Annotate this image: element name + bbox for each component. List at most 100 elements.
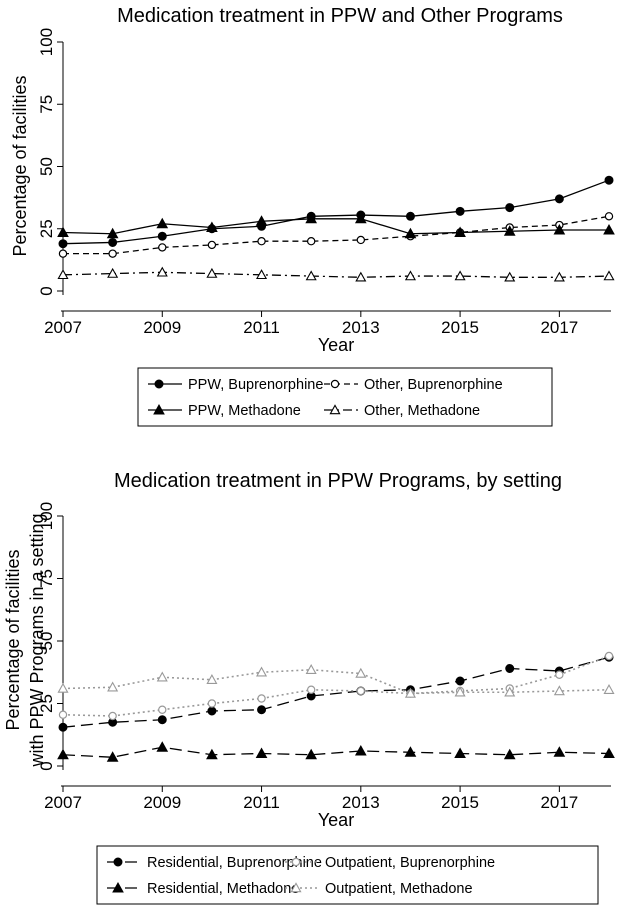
x-tick-label: 2011 xyxy=(243,318,280,337)
data-point xyxy=(206,221,218,233)
legend-box xyxy=(137,367,553,427)
data-point xyxy=(157,231,167,241)
y-axis-label: Percentage of facilities xyxy=(10,75,30,256)
data-point xyxy=(256,269,268,280)
data-point xyxy=(58,239,68,249)
y-tick-label: 75 xyxy=(37,569,56,588)
data-point xyxy=(454,747,466,758)
data-point xyxy=(603,223,615,235)
data-point xyxy=(58,722,68,732)
series-line xyxy=(63,215,610,255)
data-point xyxy=(356,686,366,696)
x-tick-label: 2013 xyxy=(342,318,380,337)
data-point xyxy=(603,684,615,694)
data-point xyxy=(106,227,119,239)
data-point xyxy=(404,687,416,698)
series-4 xyxy=(57,664,615,698)
legend-marker xyxy=(153,403,165,415)
y-axis-label: with PPW Programs in a setting xyxy=(27,513,47,767)
data-point xyxy=(604,175,614,185)
data-point xyxy=(504,271,516,282)
legend-marker xyxy=(291,857,301,867)
x-tick-label: 2017 xyxy=(540,793,578,812)
data-point xyxy=(405,211,415,221)
data-point xyxy=(454,270,466,281)
data-point xyxy=(454,686,466,697)
legend-label: Outpatient, Buprenorphine xyxy=(325,855,495,871)
y-tick-label: 25 xyxy=(37,219,56,238)
data-point xyxy=(207,706,217,716)
y-tick-label: 100 xyxy=(37,28,56,56)
legend-entry: Other, Buprenorphine xyxy=(324,377,503,393)
series-2 xyxy=(58,651,614,721)
x-tick-label: 2009 xyxy=(143,793,181,812)
data-point xyxy=(207,699,217,708)
y-tick-label: 25 xyxy=(37,694,56,713)
x-tick-label: 2011 xyxy=(243,793,280,812)
data-point xyxy=(305,748,318,760)
data-point xyxy=(355,667,367,678)
series-line xyxy=(62,271,610,278)
data-point xyxy=(107,681,119,692)
y-tick-label: 0 xyxy=(37,761,56,770)
x-tick-label: 2009 xyxy=(143,318,181,337)
data-point xyxy=(604,651,614,661)
x-tick-label: 2017 xyxy=(540,318,578,337)
data-point xyxy=(107,267,119,278)
legend-label: Other, Buprenorphine xyxy=(364,377,503,393)
data-point xyxy=(553,271,565,282)
legend-box xyxy=(96,845,599,905)
chart-title: Medication treatment in PPW Programs, by… xyxy=(114,470,562,492)
data-point xyxy=(108,711,117,721)
series-line xyxy=(62,656,610,728)
series-3 xyxy=(57,741,615,762)
data-point xyxy=(604,212,614,221)
data-point xyxy=(158,705,167,714)
series-line xyxy=(62,179,610,245)
data-point xyxy=(355,271,367,282)
chart-2: Medication treatment in PPW Programs, by… xyxy=(3,470,615,905)
data-point xyxy=(108,237,118,247)
data-point xyxy=(553,685,565,696)
legend-entry: Residential, Methadone xyxy=(107,881,299,897)
series-4 xyxy=(57,266,615,282)
legend-entry: PPW, Methadone xyxy=(148,403,301,419)
data-point xyxy=(354,212,367,224)
data-point xyxy=(257,705,267,715)
series-line xyxy=(62,668,610,695)
legend-label: Outpatient, Methadone xyxy=(325,881,473,897)
x-axis-label: Year xyxy=(318,335,354,355)
chart-title: Medication treatment in PPW and Other Pr… xyxy=(117,5,563,27)
legend-entry: Outpatient, Buprenorphine xyxy=(285,855,495,871)
data-point xyxy=(58,249,68,258)
data-point xyxy=(206,267,218,278)
legend-marker xyxy=(113,857,123,867)
y-tick-label: 100 xyxy=(37,502,56,530)
data-point xyxy=(554,194,564,204)
data-point xyxy=(503,748,516,760)
data-point xyxy=(454,226,466,237)
data-point xyxy=(108,249,117,258)
legend-entry: PPW, Buprenorphine xyxy=(148,377,323,393)
legend-marker xyxy=(112,881,124,893)
series-3 xyxy=(57,212,615,239)
data-point xyxy=(206,674,218,684)
data-point xyxy=(555,670,564,679)
data-point xyxy=(257,694,266,703)
legend-entry: Other, Methadone xyxy=(324,403,480,419)
legend: Residential, Buprenorphine Outpatient, Bu… xyxy=(96,845,599,905)
legend-marker xyxy=(329,404,341,415)
data-point xyxy=(157,715,167,725)
legend-label: PPW, Buprenorphine xyxy=(188,377,323,393)
data-point xyxy=(255,215,268,226)
data-point xyxy=(156,266,168,277)
data-point xyxy=(207,240,217,250)
x-axis-label: Year xyxy=(318,810,354,830)
data-point xyxy=(553,746,566,757)
series-1 xyxy=(58,652,614,732)
data-point xyxy=(57,682,69,693)
data-point xyxy=(503,225,516,236)
series-line xyxy=(62,746,610,758)
data-point xyxy=(305,212,318,224)
data-point xyxy=(505,203,515,213)
